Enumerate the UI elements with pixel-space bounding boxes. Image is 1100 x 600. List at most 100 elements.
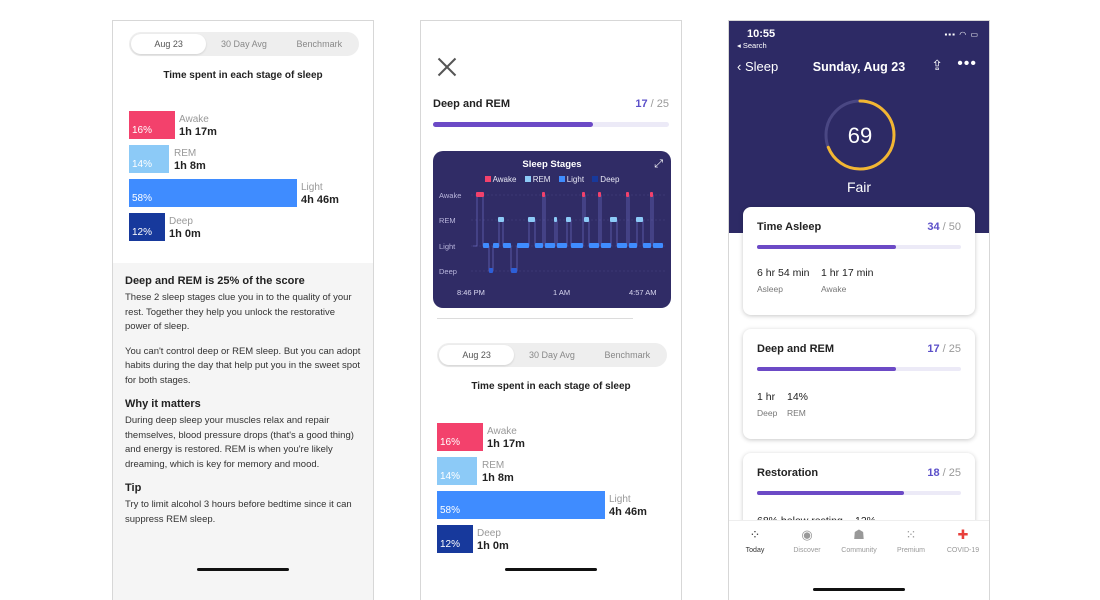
detail-progress-fill xyxy=(433,122,594,127)
legend-rem-label: REM xyxy=(532,175,551,184)
legend-rem: REM xyxy=(524,175,551,184)
premium-icon: ⁙ xyxy=(905,527,917,542)
tab-aug-23[interactable]: Aug 23 xyxy=(439,345,515,365)
deep-and-rem-card[interactable]: Deep and REM 17 / 25 1 hr Deep 14% REM xyxy=(743,329,975,439)
card-progress-fill xyxy=(757,245,896,249)
awake-percent: 16% xyxy=(440,437,461,448)
period-segmented-control-2: Aug 23 30 Day Avg Benchmark xyxy=(437,343,667,367)
tab-covid-19[interactable]: ✚ COVID-19 xyxy=(937,527,989,554)
close-icon[interactable] xyxy=(435,55,459,79)
deep-bar: 12% xyxy=(437,525,473,553)
status-time: 10:55 xyxy=(747,28,776,40)
tab-benchmark[interactable]: Benchmark xyxy=(604,350,651,360)
deep-time: 1h 0m xyxy=(477,540,509,552)
tab-30-day-avg[interactable]: 30 Day Avg xyxy=(529,350,575,360)
score-value: 69 xyxy=(848,123,872,148)
legend-awake: Awake xyxy=(484,175,517,184)
card-progress-fill xyxy=(757,491,904,495)
y-label-awake: Awake xyxy=(439,191,462,200)
awake-percent: 16% xyxy=(132,125,153,136)
community-icon: ☗ xyxy=(853,527,865,542)
awake-name: Awake xyxy=(487,426,517,437)
legend-light-label: Light xyxy=(566,175,585,184)
gauge-arc xyxy=(824,99,896,171)
card-title: Restoration xyxy=(757,467,819,479)
card-score: 17 / 25 xyxy=(927,343,961,355)
awake-legend: Awake 1h 17m xyxy=(487,426,525,450)
rem-value: 14% xyxy=(787,391,809,403)
rem-legend: REM 1h 8m xyxy=(174,148,206,172)
period-segmented-control: Aug 23 30 Day Avg Benchmark xyxy=(129,32,359,56)
share-icon[interactable]: ⇪ xyxy=(931,57,943,73)
tab-benchmark[interactable]: Benchmark xyxy=(296,39,343,49)
card-progress-bar xyxy=(757,245,961,249)
light-bar: 58% xyxy=(437,491,605,519)
detail-title: Deep and REM xyxy=(433,98,511,110)
detail-progress-bar xyxy=(433,122,669,127)
stage-chart-title: Time spent in each stage of sleep xyxy=(163,70,323,81)
tip-text: Try to limit alcohol 3 hours before bedt… xyxy=(125,499,352,525)
card-score: 34 / 50 xyxy=(927,221,961,233)
rem-bar: 14% xyxy=(437,457,477,485)
rem-time: 1h 8m xyxy=(482,472,514,484)
deep-legend: Deep 1h 0m xyxy=(169,216,201,240)
wifi-icon: ◠ xyxy=(959,30,968,39)
expand-icon[interactable]: ⤢ xyxy=(654,158,663,170)
more-icon[interactable]: ••• xyxy=(957,55,977,72)
rem-percent: 14% xyxy=(132,159,153,170)
hypnogram-plot xyxy=(471,192,667,273)
tab-30-day-avg[interactable]: 30 Day Avg xyxy=(221,39,267,49)
detail-score-row: Deep and REM 17 / 25 xyxy=(433,98,669,110)
tab-label: Premium xyxy=(896,547,925,554)
legend-light: Light xyxy=(558,175,585,184)
rem-name: REM xyxy=(482,460,505,471)
stage-chart-title-2: Time spent in each stage of sleep xyxy=(471,381,631,392)
sleep-score-screen: 10:55 ◂ Search ▪▪▪ ◠ ▭ ‹ Sleep Sunday, A… xyxy=(728,20,990,600)
tab-premium[interactable]: ⁙ Premium xyxy=(885,527,937,554)
legend-awake-swatch xyxy=(484,176,491,182)
light-name: Light xyxy=(609,494,631,505)
signal-icon: ▪▪▪ xyxy=(944,30,956,39)
y-label-light: Light xyxy=(439,242,456,251)
today-icon: ⁘ xyxy=(749,527,761,542)
card-score-value: 34 xyxy=(927,221,940,233)
x-tick-start: 8:46 PM xyxy=(457,288,485,297)
light-name: Light xyxy=(301,182,323,193)
light-legend: Light 4h 46m xyxy=(301,182,339,206)
compass-icon: ◉ xyxy=(801,527,813,542)
time-asleep-card[interactable]: Time Asleep 34 / 50 6 hr 54 min Asleep 1… xyxy=(743,207,975,315)
light-time: 4h 46m xyxy=(301,194,339,206)
back-label: Sleep xyxy=(744,59,779,74)
back-button[interactable]: ‹ Sleep xyxy=(737,59,778,74)
tab-today[interactable]: ⁘ Today xyxy=(729,527,781,554)
red-cross-icon: ✚ xyxy=(957,527,969,542)
status-back-to-search[interactable]: ◂ Search xyxy=(737,41,767,50)
awake-bar: 16% xyxy=(129,111,175,139)
sleep-score-gauge: 69 xyxy=(824,99,896,171)
awake-time: 1h 17m xyxy=(487,438,525,450)
deep-value: 1 hr xyxy=(757,391,776,403)
home-indicator xyxy=(505,568,597,571)
y-label-rem: REM xyxy=(439,216,456,225)
card-progress-bar xyxy=(757,367,961,371)
card-score-total: / 50 xyxy=(942,221,961,233)
deep-time: 1h 0m xyxy=(169,228,201,240)
deep-name: Deep xyxy=(477,528,501,539)
light-time: 4h 46m xyxy=(609,506,647,518)
y-label-deep: Deep xyxy=(439,267,457,276)
tab-label: Community xyxy=(841,547,877,554)
legend-awake-label: Awake xyxy=(492,175,517,184)
legend-light-swatch xyxy=(558,176,565,182)
tab-aug-23[interactable]: Aug 23 xyxy=(131,34,207,54)
home-indicator xyxy=(813,588,905,591)
asleep-label: Asleep xyxy=(757,284,783,294)
page-title: Sunday, Aug 23 xyxy=(812,60,906,74)
deep-label: Deep xyxy=(757,408,778,418)
tab-discover[interactable]: ◉ Discover xyxy=(781,527,833,554)
detail-score: 17 / 25 xyxy=(635,98,669,110)
bottom-tab-bar: ⁘ Today ◉ Discover ☗ Community ⁙ Premium ✚ CO… xyxy=(729,520,989,600)
awake-bar: 16% xyxy=(437,423,483,451)
tab-label: Today xyxy=(745,547,765,554)
tab-community[interactable]: ☗ Community xyxy=(833,527,885,554)
x-tick-mid: 1 AM xyxy=(553,288,571,297)
